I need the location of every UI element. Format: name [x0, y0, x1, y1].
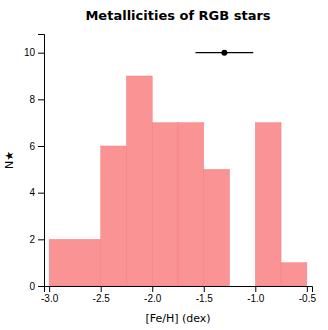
tick: -2.5 [93, 286, 111, 304]
tick-mark [38, 286, 44, 287]
x-axis-title: [Fe/H] (dex) [145, 312, 210, 325]
tick: 0 [29, 281, 44, 292]
y-axis: 0 2 4 6 8 10 [24, 35, 45, 292]
tick-mark [307, 286, 308, 292]
tick-label: 4 [29, 187, 35, 198]
tick-mark [38, 193, 44, 194]
tick: 8 [29, 94, 44, 105]
bar [255, 123, 281, 286]
tick: 2 [29, 234, 44, 245]
y-axis-title: N★ [3, 151, 16, 169]
tick-label: 2 [29, 234, 35, 245]
tick: 10 [24, 47, 44, 58]
title: Metallicities of RGB stars [85, 8, 270, 23]
tick: 6 [29, 141, 44, 152]
tick-label: -2.0 [144, 293, 162, 304]
marks [49, 50, 307, 286]
axis-line [38, 35, 45, 287]
tick: -2.0 [144, 286, 162, 304]
tick: -0.5 [299, 286, 317, 304]
tick-label: -2.5 [93, 293, 111, 304]
tick-label: 10 [24, 47, 36, 58]
bar [152, 123, 178, 286]
tick-mark [152, 286, 153, 292]
bar [126, 76, 152, 286]
tick-mark [38, 53, 44, 54]
tick-label: -0.5 [299, 293, 317, 304]
axis-line [45, 287, 313, 293]
tick-mark [38, 99, 44, 100]
tick: -3.0 [41, 286, 59, 304]
tick-mark [101, 286, 102, 292]
tick: -1.5 [196, 286, 214, 304]
bar [281, 263, 307, 286]
bar [204, 169, 230, 286]
tick-label: -1.0 [247, 293, 265, 304]
chart: -3.0 -2.5 -2.0 -1.5 -1.0 -0.5 0 2 4 6 8 10 Metallici… [0, 0, 328, 330]
bar [49, 239, 101, 286]
tick-mark [204, 286, 205, 292]
tick: 4 [29, 187, 44, 198]
plot-area: -3.0 -2.5 -2.0 -1.5 -1.0 -0.5 0 2 4 6 8 10 [24, 35, 317, 305]
tick-mark [255, 286, 256, 292]
tick-mark [49, 286, 50, 292]
bar [230, 286, 256, 287]
error-point [221, 50, 227, 56]
tick-mark [38, 239, 44, 240]
x-axis: -3.0 -2.5 -2.0 -1.5 -1.0 -0.5 [41, 286, 316, 304]
bar [178, 123, 204, 286]
tick-label: -1.5 [196, 293, 214, 304]
tick-label: 0 [29, 281, 35, 292]
tick-label: 8 [29, 94, 35, 105]
tick-label: 6 [29, 141, 35, 152]
tick-label: -3.0 [41, 293, 59, 304]
bar [101, 146, 127, 286]
tick-mark [38, 146, 44, 147]
tick: -1.0 [247, 286, 265, 304]
